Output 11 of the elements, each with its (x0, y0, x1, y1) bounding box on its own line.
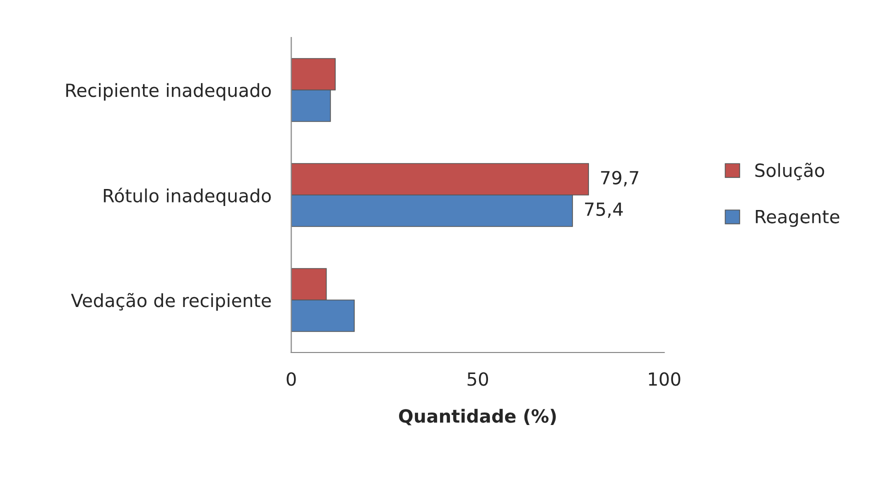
data-label: 75,4 (585, 202, 623, 218)
data-label: 79,7 (601, 170, 638, 186)
x-tick-label: 100 (648, 372, 680, 386)
legend-label: Reagente (756, 210, 840, 227)
x-axis-title: Quantidade (%) (399, 408, 556, 426)
y-tick-label: Vedação de recipiente (70, 292, 271, 311)
y-tick-label: Recipiente inadequado (66, 83, 271, 101)
x-tick-label: 0 (286, 372, 296, 386)
x-tick-label: 50 (468, 372, 488, 386)
y-tick-label: Rótulo inadequado (104, 188, 271, 206)
legend-label: Solução (755, 162, 824, 180)
